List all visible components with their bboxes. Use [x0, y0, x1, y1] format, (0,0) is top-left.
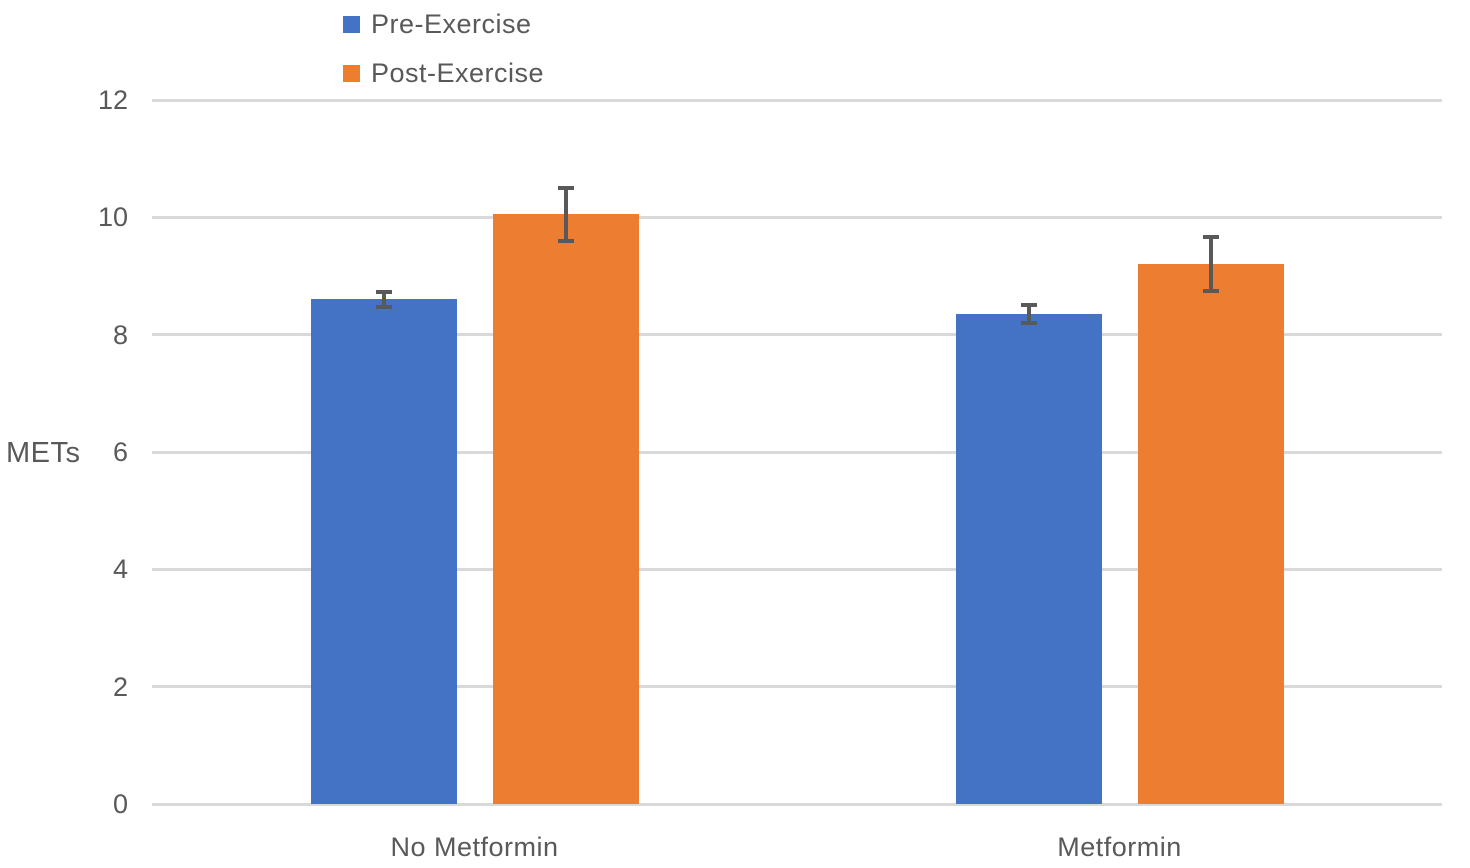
bar-post-exercise-no-metformin — [492, 214, 639, 804]
gridline-y-6 — [152, 450, 1442, 454]
legend-swatch-pre-exercise — [343, 15, 360, 33]
error-bar-post-exercise-metformin-cap-top — [1202, 235, 1219, 240]
gridline-y-4 — [152, 567, 1442, 571]
y-tick-label-4: 4 — [112, 554, 128, 585]
error-bar-pre-exercise-metformin-cap-top — [1020, 303, 1037, 308]
x-category-label-no-metformin: No Metformin — [390, 832, 559, 862]
error-bar-post-exercise-metformin-cap-bottom — [1202, 289, 1219, 294]
y-tick-label-12: 12 — [97, 85, 128, 115]
legend-label-post-exercise: Post-Exercise — [371, 57, 545, 88]
y-tick-label-10: 10 — [97, 202, 128, 233]
error-bar-pre-exercise-metformin-stem — [1026, 305, 1031, 323]
legend: Pre-Exercise Post-Exercise — [343, 8, 544, 89]
error-bar-pre-exercise-no-metformin-cap-top — [375, 290, 392, 295]
bar-pre-exercise-metformin — [955, 314, 1102, 804]
error-bar-post-exercise-no-metformin-cap-top — [557, 186, 574, 190]
y-axis-title: METs — [6, 437, 81, 469]
y-tick-label-2: 2 — [112, 671, 128, 702]
y-tick-label-6: 6 — [112, 437, 128, 467]
legend-label-pre-exercise: Pre-Exercise — [371, 8, 532, 39]
x-category-label-metformin: Metformin — [1057, 832, 1182, 862]
legend-item-pre-exercise: Pre-Exercise — [343, 8, 544, 40]
error-bar-pre-exercise-no-metformin-stem — [381, 292, 386, 307]
gridline-y-2 — [152, 685, 1442, 689]
error-bar-pre-exercise-no-metformin-cap-bottom — [375, 304, 392, 309]
bar-post-exercise-metformin — [1137, 264, 1284, 804]
gridline-y-8 — [152, 333, 1442, 337]
bar-pre-exercise-no-metformin — [310, 299, 457, 804]
error-bar-post-exercise-no-metformin-stem — [563, 188, 568, 241]
gridline-y-12 — [152, 98, 1442, 102]
y-tick-label-8: 8 — [112, 319, 128, 350]
error-bar-post-exercise-no-metformin-cap-bottom — [557, 238, 574, 243]
legend-item-post-exercise: Post-Exercise — [343, 57, 544, 89]
error-bar-post-exercise-metformin-stem — [1208, 237, 1213, 292]
gridline-y-10 — [152, 215, 1442, 219]
plot-area — [152, 98, 1442, 806]
legend-swatch-post-exercise — [343, 64, 360, 82]
gridline-y-0 — [152, 802, 1442, 806]
y-tick-label-0: 0 — [112, 789, 128, 819]
error-bar-pre-exercise-metformin-cap-bottom — [1020, 320, 1037, 325]
